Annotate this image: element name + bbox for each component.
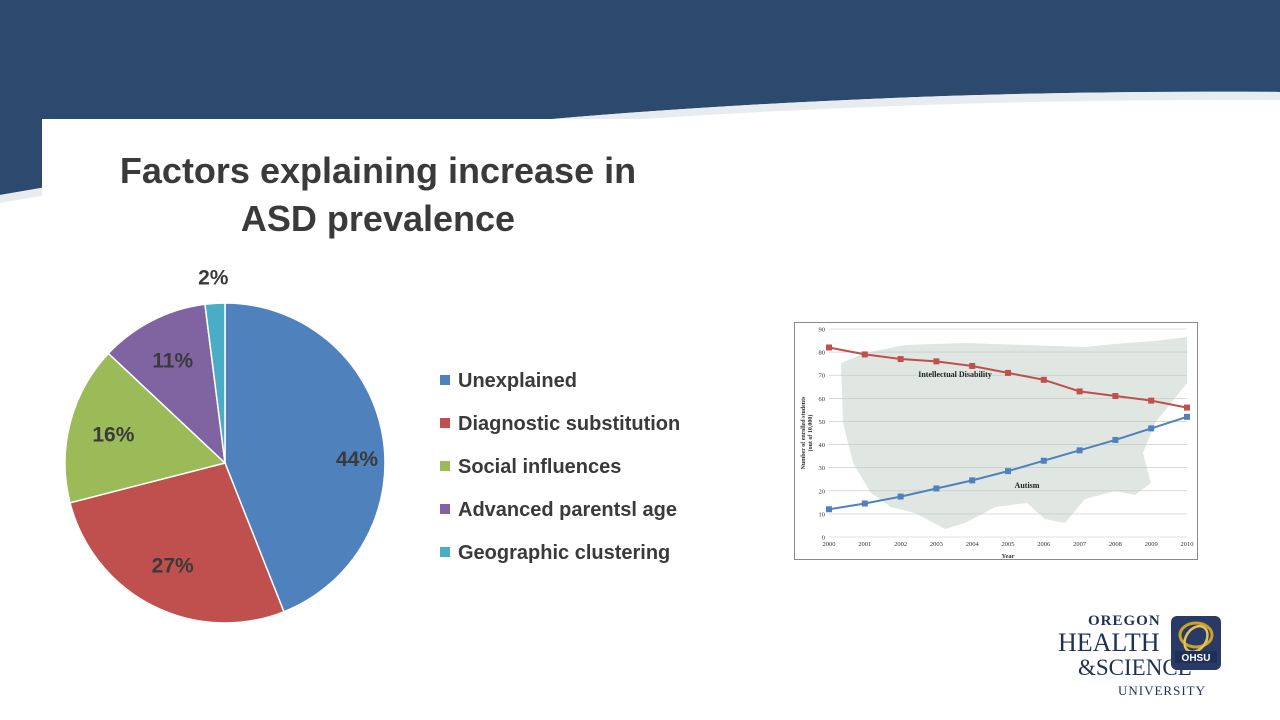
pie-data-label: 27% (152, 555, 194, 578)
data-point (861, 351, 868, 358)
legend-label: Social influences (458, 456, 621, 478)
ohsu-logo: OREGON HEALTH &SCIENCE UNIVERSITY OHSU (1058, 612, 1228, 704)
chart-title: Factors explaining increase in ASD preva… (42, 147, 714, 243)
data-point (826, 344, 832, 351)
pie-slice-unexplained (224, 302, 386, 613)
pie-data-label: 44% (336, 448, 378, 471)
x-tick-label: 2008 (1109, 541, 1122, 548)
legend-swatch (440, 461, 450, 471)
legend-label: Advanced parentsl age (458, 499, 677, 521)
data-point (1184, 413, 1190, 420)
data-point (1076, 447, 1083, 454)
legend-label: Geographic clustering (458, 542, 670, 564)
data-point (1040, 376, 1047, 383)
header-banner (0, 0, 1280, 203)
pie-chart: 44% 27% 16% 11% 2% Unexplained Diagnostic subs… (64, 266, 680, 624)
x-tick-label: 2004 (966, 541, 980, 548)
y-axis-title-units: (out of 10,000) (807, 415, 814, 452)
legend-label: Diagnostic substitution (458, 413, 680, 435)
data-point (969, 362, 976, 369)
x-axis-title: Year (1002, 553, 1015, 560)
data-point (861, 500, 868, 507)
pie-slice-advanced-parentsl-age (107, 303, 227, 465)
line-chart: 0 10 20 30 40 50 60 70 80 90 2000 2001 2002 2003 2004 2… (801, 327, 1194, 561)
data-point (1148, 397, 1155, 404)
data-point (933, 358, 940, 365)
x-tick-label: 2009 (1145, 541, 1158, 548)
data-point (826, 506, 832, 513)
x-tick-label: 2002 (894, 541, 907, 548)
y-tick-label: 70 (819, 373, 826, 380)
y-tick-label: 30 (819, 465, 826, 472)
y-axis-title: Number of enrolled students (801, 396, 807, 470)
pie-slice-geographic-clustering (204, 302, 226, 464)
y-tick-label: 80 (819, 350, 826, 357)
series-label: Autism (1015, 481, 1040, 490)
us-map-background (841, 337, 1187, 529)
x-tick-label: 2005 (1002, 541, 1015, 548)
pie-chart-panel: Factors explaining increase in ASD preva… (42, 119, 714, 639)
data-point (969, 477, 976, 484)
data-point (1112, 436, 1119, 443)
legend-swatch (440, 375, 450, 385)
pie-slice-social-influences (64, 352, 227, 504)
x-tick-label: 2007 (1073, 541, 1087, 548)
data-point (897, 356, 904, 363)
pie-data-label: 16% (92, 423, 134, 446)
data-point (1040, 457, 1047, 464)
x-tick-label: 2001 (858, 541, 871, 548)
data-point (1076, 388, 1083, 395)
y-tick-label: 10 (819, 511, 826, 518)
ohsu-emblem-icon: OHSU (1171, 616, 1221, 670)
x-tick-label: 2003 (930, 541, 943, 548)
data-point (1184, 404, 1190, 411)
y-tick-label: 0 (822, 535, 825, 542)
x-tick-label: 2000 (823, 541, 836, 548)
x-tick-label: 2010 (1181, 541, 1194, 548)
y-tick-label: 60 (819, 396, 826, 403)
data-point (1112, 393, 1119, 400)
pie-data-label: 2% (198, 266, 229, 289)
y-tick-label: 40 (819, 442, 826, 449)
data-point (1148, 425, 1155, 432)
pie-data-label: 11% (152, 349, 193, 372)
data-point (1005, 468, 1011, 475)
chart-title-line-2: ASD prevalence (240, 198, 516, 239)
legend-label: Unexplained (458, 370, 577, 392)
logo-oregon-text: OREGON (1088, 613, 1161, 629)
line-chart-panel: 0 10 20 30 40 50 60 70 80 90 2000 2001 2002 2003 2004 2… (794, 322, 1198, 560)
y-tick-label: 50 (819, 419, 826, 426)
logo-university-text: UNIVERSITY (1118, 683, 1206, 698)
logo-badge-text: OHSU (1182, 653, 1211, 664)
x-tick-label: 2006 (1037, 541, 1051, 548)
legend-swatch (440, 504, 450, 514)
y-tick-label: 20 (819, 488, 826, 495)
pie-slice-diagnostic-substitution (69, 462, 285, 624)
legend-swatch (440, 547, 450, 557)
series-label: Intellectual Disability (918, 370, 992, 379)
logo-health-text: HEALTH (1058, 628, 1160, 657)
data-point (933, 485, 940, 492)
legend-swatch (440, 418, 450, 428)
y-tick-label: 90 (819, 327, 826, 334)
chart-title-line-1: Factors explaining increase in (119, 150, 637, 191)
data-point (897, 493, 904, 500)
data-point (1005, 369, 1011, 376)
